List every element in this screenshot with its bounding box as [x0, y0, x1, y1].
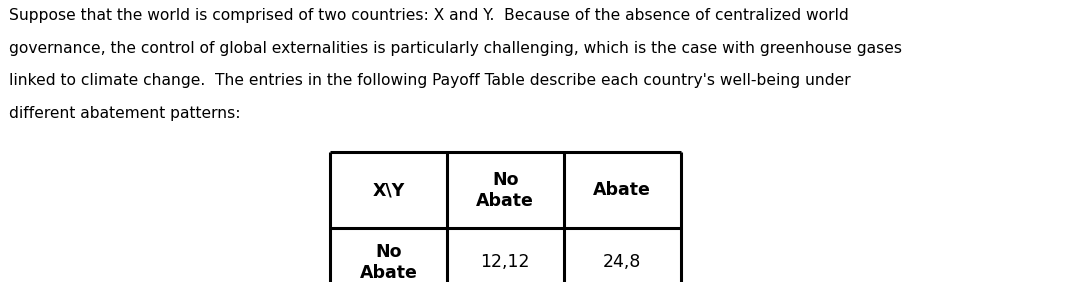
Text: different abatement patterns:: different abatement patterns:: [9, 106, 240, 121]
Text: 12,12: 12,12: [480, 253, 530, 271]
Text: governance, the control of global externalities is particularly challenging, whi: governance, the control of global extern…: [9, 41, 901, 56]
Text: No
Abate: No Abate: [359, 243, 418, 282]
Text: No
Abate: No Abate: [476, 171, 535, 210]
Text: linked to climate change.  The entries in the following Payoff Table describe ea: linked to climate change. The entries in…: [9, 73, 850, 88]
Text: X\Y: X\Y: [372, 181, 405, 199]
Text: 24,8: 24,8: [603, 253, 642, 271]
Text: Abate: Abate: [593, 181, 651, 199]
Text: Suppose that the world is comprised of two countries: X and Y.  Because of the a: Suppose that the world is comprised of t…: [9, 8, 848, 23]
